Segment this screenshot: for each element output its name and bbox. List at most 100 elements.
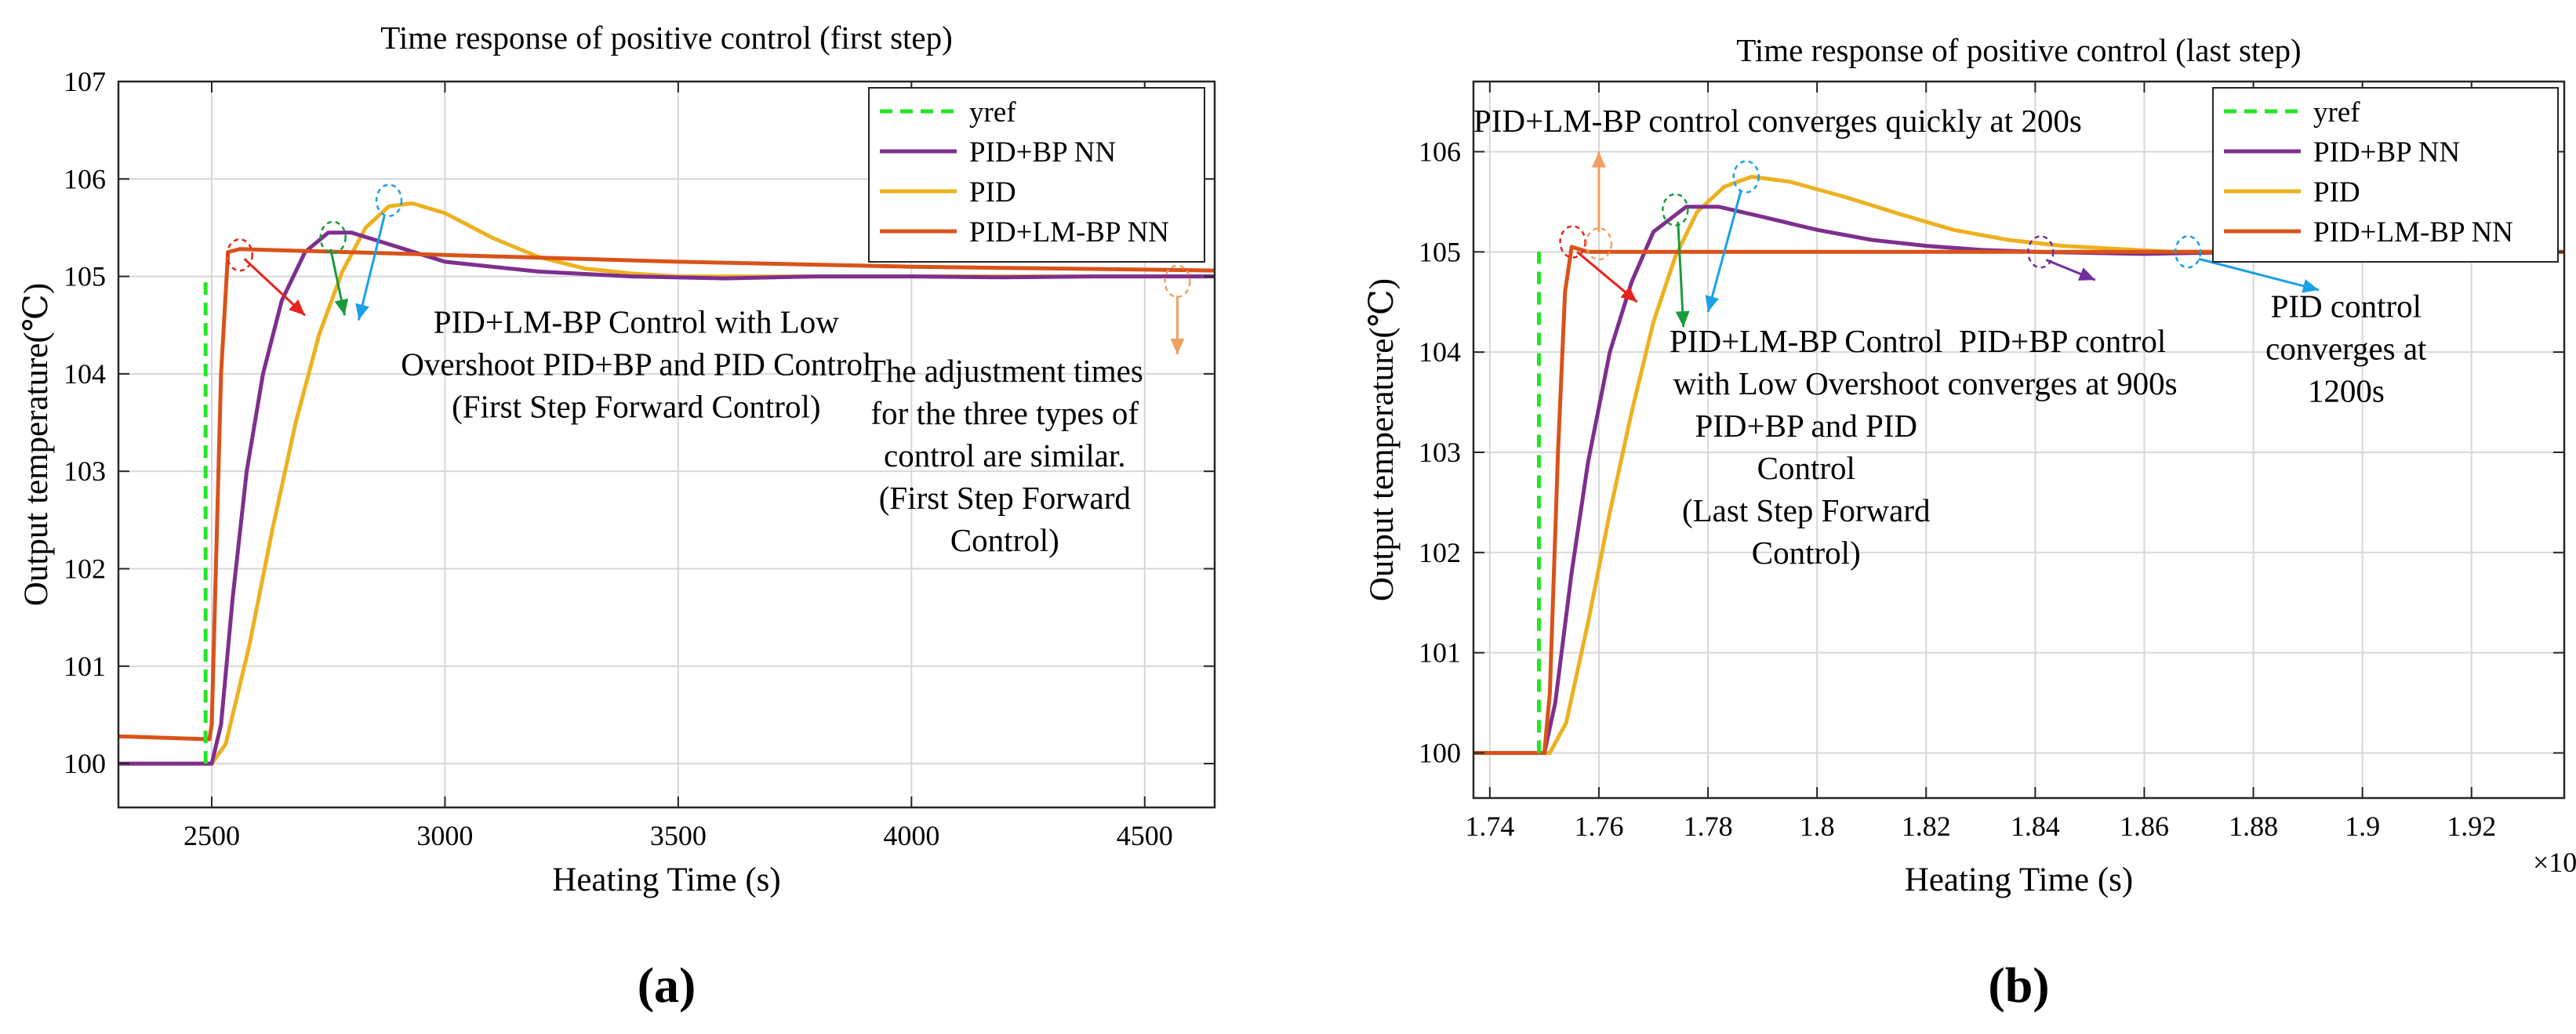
y-tick-label: 105 [1419, 236, 1461, 267]
arrow-head [1620, 286, 1637, 303]
highlight-circle [1585, 227, 1613, 261]
annotation-text: PID+BP control converges at 900s [1948, 323, 2178, 401]
annotation-arrow [1591, 151, 1606, 232]
annotation-line: PID control [2271, 288, 2422, 324]
annotation-arrow [1576, 251, 1638, 303]
x-axis-label: Heating Time (s) [552, 862, 780, 898]
x-tick-label: 3000 [416, 820, 473, 851]
annotation-arrow [1705, 191, 1742, 313]
annotation-text: PID+LM-BP Control with Low Overshoot PID+B… [1669, 323, 1943, 571]
annotation-arrow [2045, 259, 2096, 281]
x-tick-label: 3500 [650, 820, 707, 851]
annotation-line: PID+BP and PID [1695, 408, 1917, 444]
subfigure-label: (b) [1988, 957, 2049, 1013]
arrow-shaft [1706, 191, 1742, 313]
subfigure-label: (a) [638, 957, 696, 1013]
panel-b: 1.74 1.76 1.78 1.8 1.82 1.84 1.86 1.88 1.9 1.92 10… [1364, 32, 2576, 1013]
y-axis-label: Output temperature(℃) [1364, 278, 1401, 601]
highlight-circle [2174, 235, 2202, 269]
y-tick-label: 103 [64, 455, 106, 487]
annotation-text: PID+LM-BP control converges quickly at 2… [1473, 103, 2082, 139]
annotation-line: Control) [1752, 535, 1861, 571]
highlight-circle [2027, 235, 2055, 269]
legend-entry: yref [2313, 96, 2360, 129]
annotation-line: for the three types of [871, 395, 1139, 431]
panel-a: 2500 3000 3500 4000 4500 100 101 102 103 104 105 10… [18, 20, 1216, 1013]
annotation-text: The adjustment times for the three types … [867, 353, 1143, 558]
legend-entry: yref [969, 96, 1016, 129]
annotation-text: PID+LM-BP Control with Low Overshoot PID+… [401, 304, 871, 425]
annotation-arrow [355, 216, 386, 321]
y-axis-label: Output temperature(℃) [18, 283, 55, 606]
arrow-head [1591, 151, 1606, 168]
annotation-text: PID control converges at 1200s [2265, 288, 2427, 408]
y-tick-label: 101 [64, 651, 106, 682]
y-tick-label: 105 [64, 261, 106, 292]
y-tick-label: 102 [64, 553, 106, 584]
arrow-head [289, 299, 305, 316]
arrow-head [334, 298, 349, 316]
chart-title: Time response of positive control (first… [380, 20, 953, 56]
highlight-circle [1164, 264, 1191, 299]
x-axis-label: Heating Time (s) [1905, 862, 2133, 898]
x-tick-label: 1.78 [1684, 811, 1733, 842]
arrow-head [1705, 295, 1719, 313]
x-tick-label: 1.9 [2345, 811, 2380, 842]
annotation-line: (First Step Forward [879, 480, 1131, 516]
annotation-line: converges at 900s [1948, 365, 2178, 401]
x-tick-label: 1.86 [2120, 811, 2169, 842]
annotation-arrow [1170, 296, 1185, 355]
y-tick-label: 103 [1419, 437, 1461, 468]
x-tick-label: 1.8 [1800, 811, 1835, 842]
highlight-circle [319, 220, 347, 255]
arrow-head [1170, 338, 1185, 355]
arrow-head [2077, 267, 2095, 281]
annotation-line: Control) [950, 522, 1059, 558]
series-group [1473, 174, 2564, 755]
x-tick-label: 1.76 [1574, 811, 1623, 842]
annotation-arrow [1675, 221, 1690, 328]
annotation-line: Overshoot PID+BP and PID Control [401, 346, 871, 383]
y-tick-label: 104 [64, 358, 106, 390]
annotation-line: PID+LM-BP control converges quickly at 2… [1473, 103, 2082, 139]
annotation-line: PID+LM-BP Control with Low [434, 304, 839, 340]
legend: yref PID+BP NN PID PID+LM-BP NN [2212, 87, 2559, 263]
annotation-line: with Low Overshoot [1673, 365, 1940, 401]
x-tick-label: 1.82 [1902, 811, 1951, 842]
x-tick-label: 1.88 [2229, 811, 2278, 842]
annotation-arrow [243, 258, 306, 317]
legend: yref PID+BP NN PID PID+LM-BP NN [868, 87, 1205, 263]
x-tick-label: 4000 [883, 820, 939, 851]
arrow-shaft [357, 216, 386, 321]
y-tick-label: 107 [64, 66, 106, 97]
arrow-shaft [1677, 221, 1685, 328]
chart-title: Time response of positive control (last … [1736, 32, 2301, 68]
legend-entry: PID+LM-BP NN [969, 216, 1169, 249]
arrow-head [2302, 279, 2320, 293]
highlight-circle [1559, 225, 1586, 259]
highlight-circle [375, 183, 403, 217]
arrow-shaft [2198, 257, 2320, 292]
y-tick-label: 100 [64, 748, 106, 779]
y-tick-label: 104 [1419, 336, 1461, 368]
x-tick-label: 1.74 [1465, 811, 1514, 842]
legend-entry: PID+BP NN [969, 136, 1116, 169]
annotation-line: (First Step Forward Control) [452, 389, 820, 425]
arrow-head [355, 303, 369, 321]
legend-entry: PID+BP NN [2313, 136, 2460, 169]
y-tick-label: 106 [64, 163, 106, 194]
x-tick-label: 1.92 [2447, 811, 2496, 842]
annotation-line: converges at [2265, 330, 2427, 366]
legend-entry: PID+LM-BP NN [2313, 216, 2513, 249]
series-line-pid-bp-nn [118, 230, 1215, 766]
highlight-circle [1732, 160, 1760, 194]
legend-entry: PID [969, 176, 1016, 209]
series-line-pid-lm-bp-nn [118, 247, 1215, 742]
y-tick-label: 106 [1419, 136, 1461, 167]
arrow-head [1675, 310, 1690, 328]
y-tick-label: 102 [1419, 537, 1461, 568]
x-tick-label: 4500 [1117, 820, 1173, 851]
annotation-line: PID+LM-BP Control [1669, 323, 1943, 359]
annotation-line: control are similar. [884, 437, 1126, 473]
